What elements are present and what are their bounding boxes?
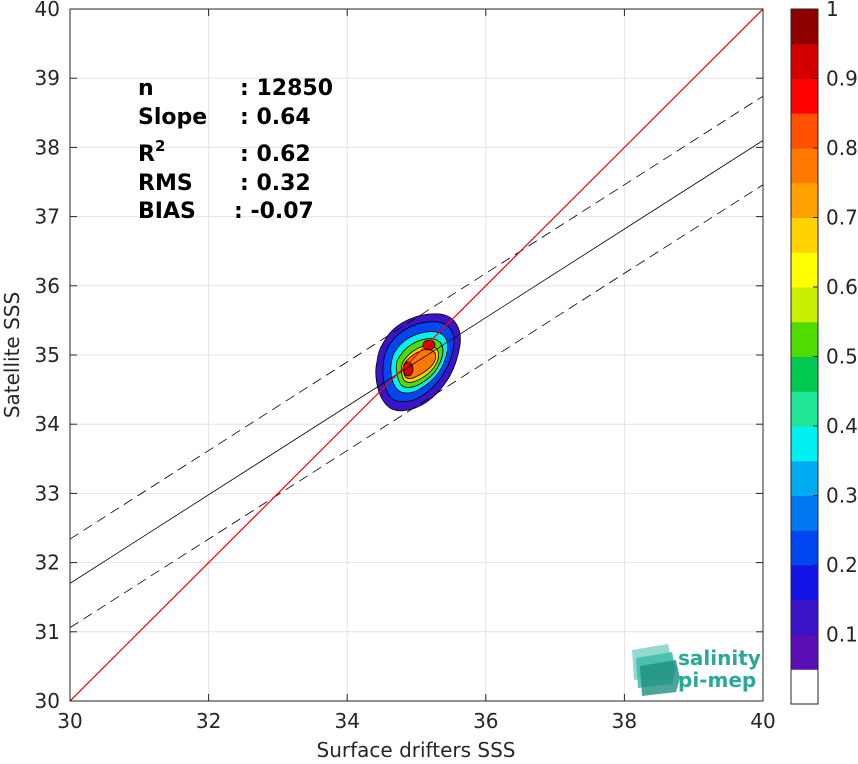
stat-bias-label: BIAS <box>138 199 196 224</box>
colorbar-segment <box>791 287 818 323</box>
y-axis-label: Satellite SSS <box>0 292 24 418</box>
colorbar-segment <box>791 391 818 427</box>
y-tick-label: 40 <box>35 0 60 21</box>
colorbar-tick-label: 0.3 <box>826 484 858 508</box>
colorbar-segment <box>791 356 818 392</box>
x-axis-label: Surface drifters SSS <box>317 738 516 762</box>
logo-waves-icon <box>632 644 680 696</box>
colorbar-segment <box>791 78 818 114</box>
y-tick-label: 33 <box>35 481 60 505</box>
stat-slope-value: : 0.64 <box>240 105 311 130</box>
colorbar-segment <box>791 148 818 184</box>
y-tick-label: 37 <box>35 205 60 229</box>
colorbar-segment <box>791 426 818 462</box>
stat-slope-label: Slope <box>138 105 207 130</box>
colorbar-segment <box>791 113 818 149</box>
colorbar-segment <box>791 252 818 288</box>
colorbar <box>791 9 818 705</box>
one-to-one-line <box>70 9 763 701</box>
colorbar-segment <box>791 9 818 45</box>
y-tick-label: 34 <box>35 412 60 436</box>
colorbar-segment <box>791 495 818 531</box>
x-axis-ticks: 30 32 34 36 38 40 <box>57 9 776 733</box>
x-tick-label: 32 <box>196 709 221 733</box>
colorbar-tick-label: 0.6 <box>826 275 858 299</box>
colorbar-tick-label: 0.4 <box>826 414 858 438</box>
x-tick-label: 38 <box>612 709 637 733</box>
confidence-line <box>70 95 763 540</box>
y-tick-label: 36 <box>35 274 60 298</box>
stats-block: n : 12850 Slope : 0.64 R2 : 0.62 RMS : 0… <box>138 76 333 224</box>
y-tick-label: 35 <box>35 343 60 367</box>
colorbar-segment <box>791 321 818 357</box>
colorbar-tick-label: 1 <box>826 0 839 21</box>
grid <box>69 8 764 702</box>
salinity-pi-mep-logo: salinity pi-mep <box>632 644 761 696</box>
stat-n-label: n <box>138 76 154 101</box>
y-axis-ticks: 30 31 32 33 34 35 36 37 38 39 40 <box>35 0 763 713</box>
colorbar-tick-label: 0.8 <box>826 136 858 160</box>
logo-text-salinity: salinity <box>678 646 761 670</box>
stat-rms-value: : 0.32 <box>240 171 311 196</box>
colorbar-segment <box>791 460 818 496</box>
colorbar-segment <box>791 669 818 705</box>
colorbar-segment <box>791 530 818 566</box>
density-contours <box>375 313 461 412</box>
colorbar-ticks: 0.1 0.2 0.3 0.4 0.5 0.6 0.7 0.8 0.9 1 <box>813 0 858 647</box>
x-tick-label: 30 <box>57 709 82 733</box>
density-peak-2 <box>422 339 436 351</box>
colorbar-tick-label: 0.9 <box>826 67 858 91</box>
stat-r2-value: : 0.62 <box>240 142 311 167</box>
colorbar-segment <box>791 182 818 218</box>
stat-n-value: : 12850 <box>240 76 333 101</box>
y-tick-label: 31 <box>35 620 60 644</box>
y-tick-label: 38 <box>35 135 60 159</box>
colorbar-segment <box>791 43 818 79</box>
regression-line <box>70 140 763 584</box>
y-tick-label: 32 <box>35 551 60 575</box>
colorbar-segment <box>791 599 818 635</box>
colorbar-tick-label: 0.5 <box>826 345 858 369</box>
logo-text-pi-mep: pi-mep <box>678 668 756 692</box>
colorbar-tick-label: 0.1 <box>826 623 858 647</box>
confidence-line <box>70 184 763 628</box>
y-tick-label: 39 <box>35 66 60 90</box>
stat-bias-value: : -0.07 <box>234 199 314 224</box>
reference-lines <box>70 9 763 701</box>
colorbar-segment <box>791 634 818 670</box>
colorbar-segment <box>791 565 818 601</box>
colorbar-tick-label: 0.7 <box>826 206 858 230</box>
x-tick-label: 36 <box>473 709 498 733</box>
stat-r2-superscript: 2 <box>155 137 165 155</box>
y-tick-label: 30 <box>35 689 60 713</box>
colorbar-segment <box>791 217 818 253</box>
colorbar-tick-label: 0.2 <box>826 553 858 577</box>
stat-rms-label: RMS <box>138 171 193 196</box>
x-tick-label: 34 <box>334 709 359 733</box>
stat-r2-label: R2 <box>138 137 165 167</box>
x-tick-label: 40 <box>750 709 775 733</box>
